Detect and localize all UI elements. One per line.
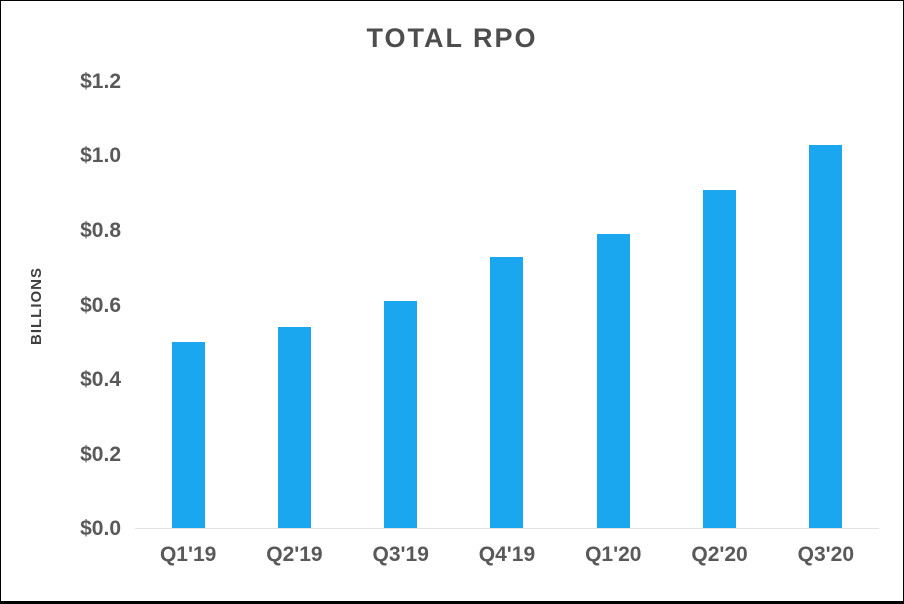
plot-area [135,82,879,529]
chart-body: BILLIONS $1.2 $1.0 $0.8 $0.6 $0.4 $0.2 $0.0 Q1… [1,70,903,567]
chart-title: TOTAL RPO [366,23,538,53]
x-tick-label: Q4'19 [478,543,536,566]
bar [171,342,205,528]
y-axis-ticks: $1.2 $1.0 $0.8 $0.6 $0.4 $0.2 $0.0 [59,70,135,540]
bar [596,234,630,528]
x-tick-label: Q1'19 [159,543,217,566]
y-tick-label: $0.4 [80,367,121,391]
y-tick-label: $1.2 [80,70,121,93]
bar-slot [666,82,772,528]
bar-slot [241,82,347,528]
x-axis-ticks: Q1'19 Q2'19 Q3'19 Q4'19 Q1'20 Q2'20 Q3'20 [135,543,879,567]
x-tick-label: Q3'20 [797,543,855,566]
x-tick-label: Q2'19 [266,543,323,566]
x-tick-label: Q3'19 [372,543,429,566]
bar-slot [454,82,560,528]
bar-slot [773,82,879,528]
bar-slot [348,82,454,528]
y-tick-label: $0.6 [80,293,121,317]
y-tick-label: $1.0 [80,144,121,168]
y-tick-label: $0.2 [80,442,121,466]
bar-slot [560,82,666,528]
bar [277,327,311,528]
bar [703,189,737,528]
y-tick-label: $0.0 [80,517,121,540]
x-tick-label: Q2'20 [691,543,748,566]
bar [490,256,524,528]
x-tick-label: Q1'20 [585,543,642,566]
y-axis-label: BILLIONS [27,266,45,345]
y-tick-label: $0.8 [80,218,121,242]
y-axis-title-cell: BILLIONS [13,82,59,529]
bar-slot [135,82,241,528]
bar [384,301,418,528]
bar [809,145,843,528]
